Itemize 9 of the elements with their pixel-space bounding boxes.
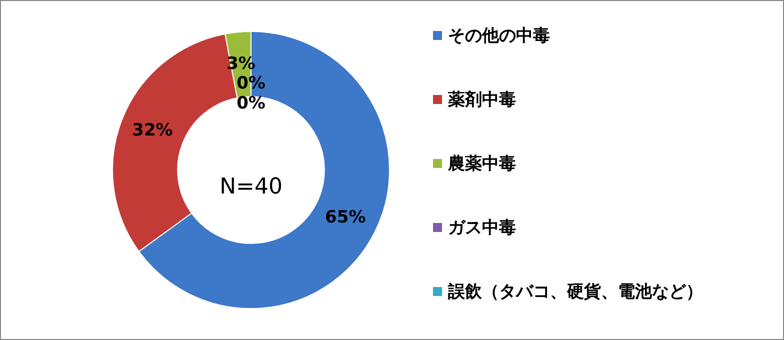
text: 0% [236,93,266,114]
legend-label: ガス中毒 [448,216,516,238]
data-label: 65% [325,208,366,228]
legend-label: 農薬中毒 [448,152,516,174]
legend-label: その他の中毒 [448,24,550,46]
legend-label: 誤飲（タバコ、硬貨、電池など） [448,280,703,302]
legend-label: 薬剤中毒 [448,88,516,110]
data-label: 32% [132,120,173,140]
text: N=40 [220,174,282,200]
